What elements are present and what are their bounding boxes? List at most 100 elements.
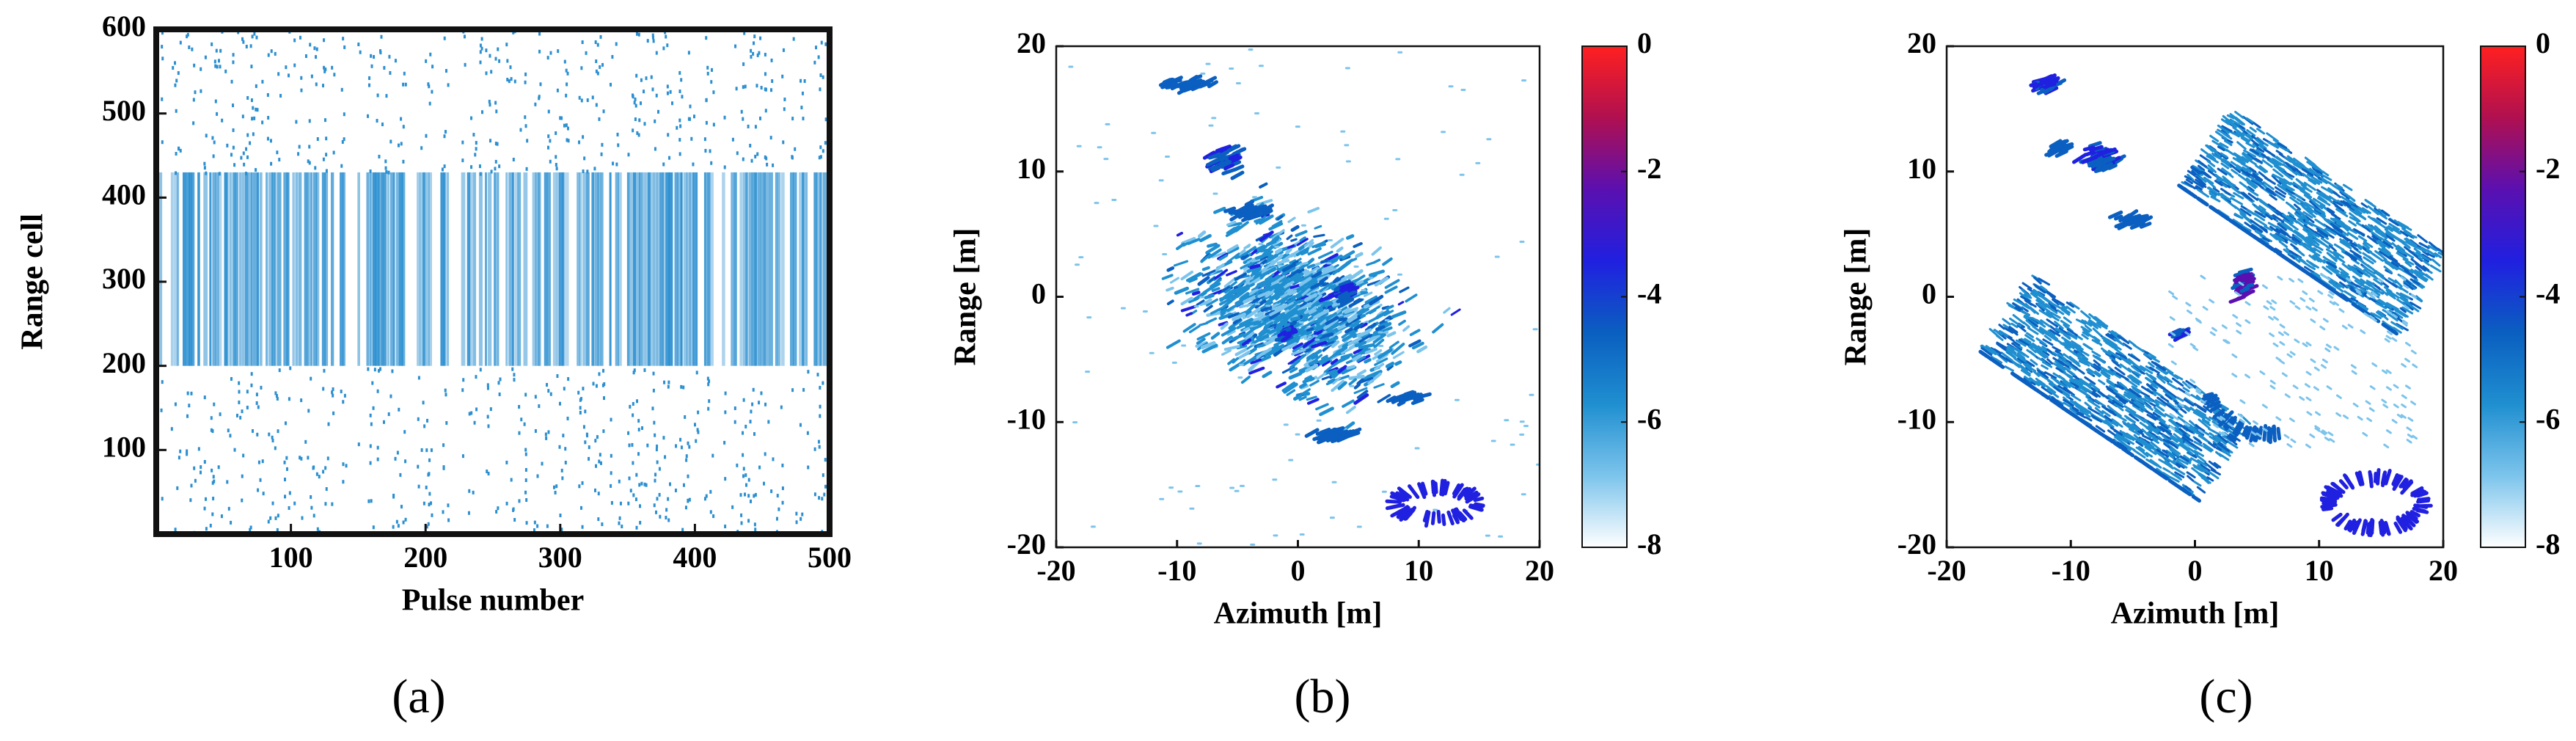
speck xyxy=(428,503,431,507)
dash xyxy=(1374,362,1385,371)
dash xyxy=(1377,348,1393,359)
speck xyxy=(524,478,527,483)
speck xyxy=(403,430,406,434)
speck xyxy=(764,109,767,113)
dash xyxy=(2297,218,2308,226)
dash xyxy=(1227,246,1240,255)
dash xyxy=(2280,221,2293,231)
dash xyxy=(2274,247,2283,254)
dash xyxy=(2412,489,2424,496)
dash xyxy=(2303,224,2316,233)
speck xyxy=(806,431,809,435)
dash xyxy=(2167,405,2178,413)
speck xyxy=(498,164,501,169)
dash xyxy=(2226,440,2239,449)
dash xyxy=(1207,152,1221,160)
dash xyxy=(2388,222,2400,231)
streak xyxy=(731,172,734,366)
dash xyxy=(2231,131,2240,138)
dash xyxy=(1366,280,1381,286)
speck xyxy=(245,44,248,48)
dash xyxy=(1286,389,1296,396)
dash xyxy=(1173,260,1189,267)
dash xyxy=(2230,161,2242,169)
speck xyxy=(640,78,643,82)
speck xyxy=(563,59,566,64)
dash xyxy=(2157,418,2170,429)
speck xyxy=(518,431,521,435)
speck xyxy=(610,417,612,422)
dash xyxy=(2179,455,2189,462)
dash xyxy=(1462,508,1474,520)
speck xyxy=(822,473,824,478)
dash xyxy=(1161,274,1174,280)
dash xyxy=(2013,347,2027,357)
speck xyxy=(705,120,708,125)
speck xyxy=(640,101,643,106)
dash xyxy=(2195,409,2205,416)
dash xyxy=(2383,286,2393,293)
dash xyxy=(2217,145,2225,152)
dash xyxy=(2328,195,2338,202)
speck xyxy=(555,155,557,159)
dash xyxy=(2297,249,2305,256)
image-texture xyxy=(1978,73,2443,538)
speck xyxy=(646,39,649,43)
speck xyxy=(246,390,249,394)
dash xyxy=(1220,322,1229,330)
dash xyxy=(2037,357,2046,363)
dash xyxy=(2302,215,2310,222)
dash xyxy=(2212,408,2225,419)
speck xyxy=(518,499,521,503)
streak xyxy=(695,172,698,366)
dash xyxy=(2093,363,2101,370)
dash xyxy=(2278,233,2288,240)
dash xyxy=(2195,178,2207,189)
speck xyxy=(203,395,206,400)
speck xyxy=(817,55,820,59)
speck xyxy=(376,119,378,123)
dash xyxy=(1227,312,1240,319)
dash xyxy=(2396,413,2403,419)
speck xyxy=(584,440,587,445)
dash xyxy=(1210,278,1222,288)
dash xyxy=(1298,395,1307,401)
streak xyxy=(780,172,785,366)
dash xyxy=(2043,335,2052,342)
dash xyxy=(1249,263,1261,270)
dash xyxy=(2238,209,2247,216)
dash xyxy=(2254,230,2266,238)
streak xyxy=(395,172,400,366)
speck xyxy=(758,401,761,405)
dash xyxy=(2297,186,2310,197)
dash xyxy=(2282,163,2292,171)
dash xyxy=(2156,467,2164,474)
speck xyxy=(288,397,290,401)
dash xyxy=(2229,163,2242,173)
colorbar-tick-label: -8 xyxy=(1637,528,1661,561)
streak xyxy=(674,172,678,366)
speck xyxy=(179,40,182,45)
dash xyxy=(1345,234,1355,240)
dash xyxy=(2157,436,2169,446)
dash xyxy=(1221,326,1237,337)
dash xyxy=(2269,233,2278,241)
dash xyxy=(2335,222,2345,228)
dash xyxy=(2114,403,2124,412)
dash xyxy=(1390,508,1405,518)
streak xyxy=(517,172,522,366)
dash xyxy=(2271,158,2279,164)
dash xyxy=(2071,407,2085,416)
speck xyxy=(742,62,745,66)
speck xyxy=(402,125,405,129)
speck xyxy=(371,381,374,385)
dash xyxy=(2349,249,2362,258)
dash xyxy=(2338,267,2349,276)
dash xyxy=(2114,420,2123,428)
speck xyxy=(378,154,381,158)
dash xyxy=(2184,188,2194,197)
dash xyxy=(1409,329,1421,337)
speck xyxy=(461,158,464,163)
speck xyxy=(212,497,215,501)
dash xyxy=(2208,460,2219,470)
